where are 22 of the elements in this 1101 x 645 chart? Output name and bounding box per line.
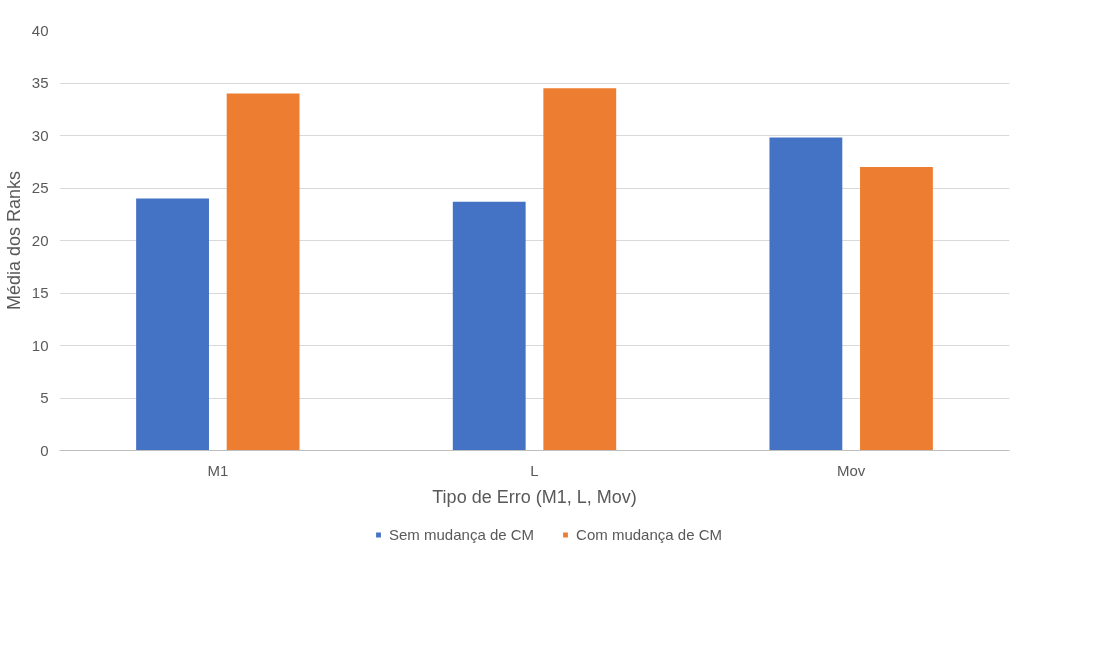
y-tick-label: 35 [31,74,49,91]
bar [136,198,209,451]
legend-label: Com mudança de CM [576,525,722,543]
y-axis-title: Média dos Ranks [3,170,24,311]
x-axis-title: Tipo de Erro (M1, L, Mov) [432,486,637,507]
bar [860,167,933,451]
y-tick-label: 30 [31,126,49,144]
bar [452,201,526,451]
y-tick-label: 15 [31,284,49,301]
y-tick-label: 40 [31,21,49,39]
x-tick-label: Mov [837,461,866,479]
y-tick-label: 10 [31,336,49,354]
x-tick-label: M1 [207,461,229,479]
legend-label: Sem mudança de CM [389,525,535,543]
y-tick-label: 5 [40,389,49,406]
bar [769,137,843,451]
x-tick-label: L [530,461,539,479]
bar [543,88,617,451]
bar [226,93,300,451]
y-tick-label: 20 [31,231,49,249]
y-tick-label: 25 [31,179,49,196]
y-tick-label: 0 [40,441,49,459]
